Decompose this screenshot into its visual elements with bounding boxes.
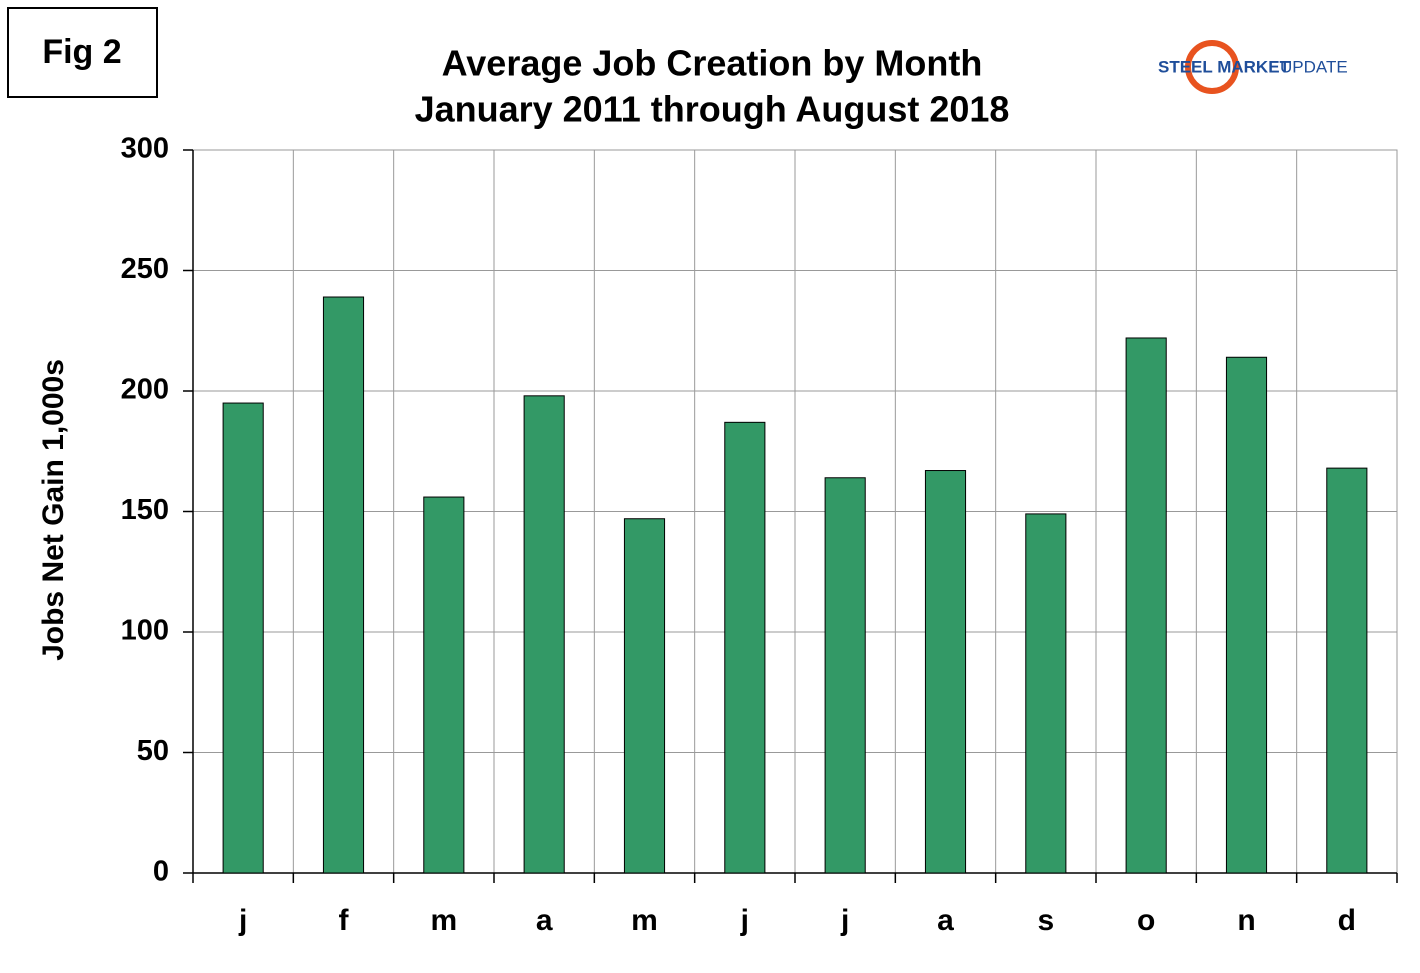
y-tick-label: 150	[121, 494, 169, 526]
x-tick-label: o	[1137, 904, 1155, 937]
bar	[523, 395, 565, 874]
chart-subtitle: January 2011 through August 2018	[415, 89, 1010, 130]
figure-badge	[7, 7, 158, 98]
logo-text: UPDATE	[1280, 57, 1348, 76]
bar	[222, 402, 264, 874]
x-tick-label: d	[1338, 904, 1356, 937]
bar	[724, 421, 766, 874]
logo-ring	[1185, 40, 1239, 94]
logo-text: STEEL MARKET	[1158, 57, 1291, 76]
x-tick-label: m	[430, 904, 457, 937]
logo: STEEL MARKET UPDATE	[1158, 40, 1348, 94]
x-tick-label: s	[1037, 904, 1054, 937]
bar	[824, 477, 866, 874]
y-tick-label: 100	[121, 615, 169, 647]
x-tick-label: a	[536, 904, 553, 937]
y-tick-label: 250	[121, 253, 169, 285]
y-tick-label: 0	[153, 856, 169, 888]
chart-title: Average Job Creation by Month	[442, 43, 983, 84]
bar	[1125, 337, 1167, 874]
x-tick-label: j	[238, 904, 247, 937]
y-tick-label: 50	[137, 735, 169, 767]
bar	[423, 496, 465, 874]
figure-label: Fig 2	[42, 33, 121, 71]
x-tick-label: m	[631, 904, 658, 937]
bar	[1326, 467, 1368, 874]
x-tick-label: j	[740, 904, 749, 937]
x-tick-label: a	[937, 904, 954, 937]
y-tick-label: 200	[121, 374, 169, 406]
y-tick-label: 300	[121, 133, 169, 165]
bar	[1225, 356, 1268, 874]
bar	[1025, 513, 1067, 874]
bar	[322, 296, 365, 874]
x-tick-label: f	[339, 904, 350, 937]
bar	[623, 518, 666, 874]
bar	[924, 470, 967, 874]
x-tick-label: n	[1237, 904, 1255, 937]
x-tick-label: j	[840, 904, 849, 937]
y-axis-label: Jobs Net Gain 1,000s	[37, 359, 70, 661]
